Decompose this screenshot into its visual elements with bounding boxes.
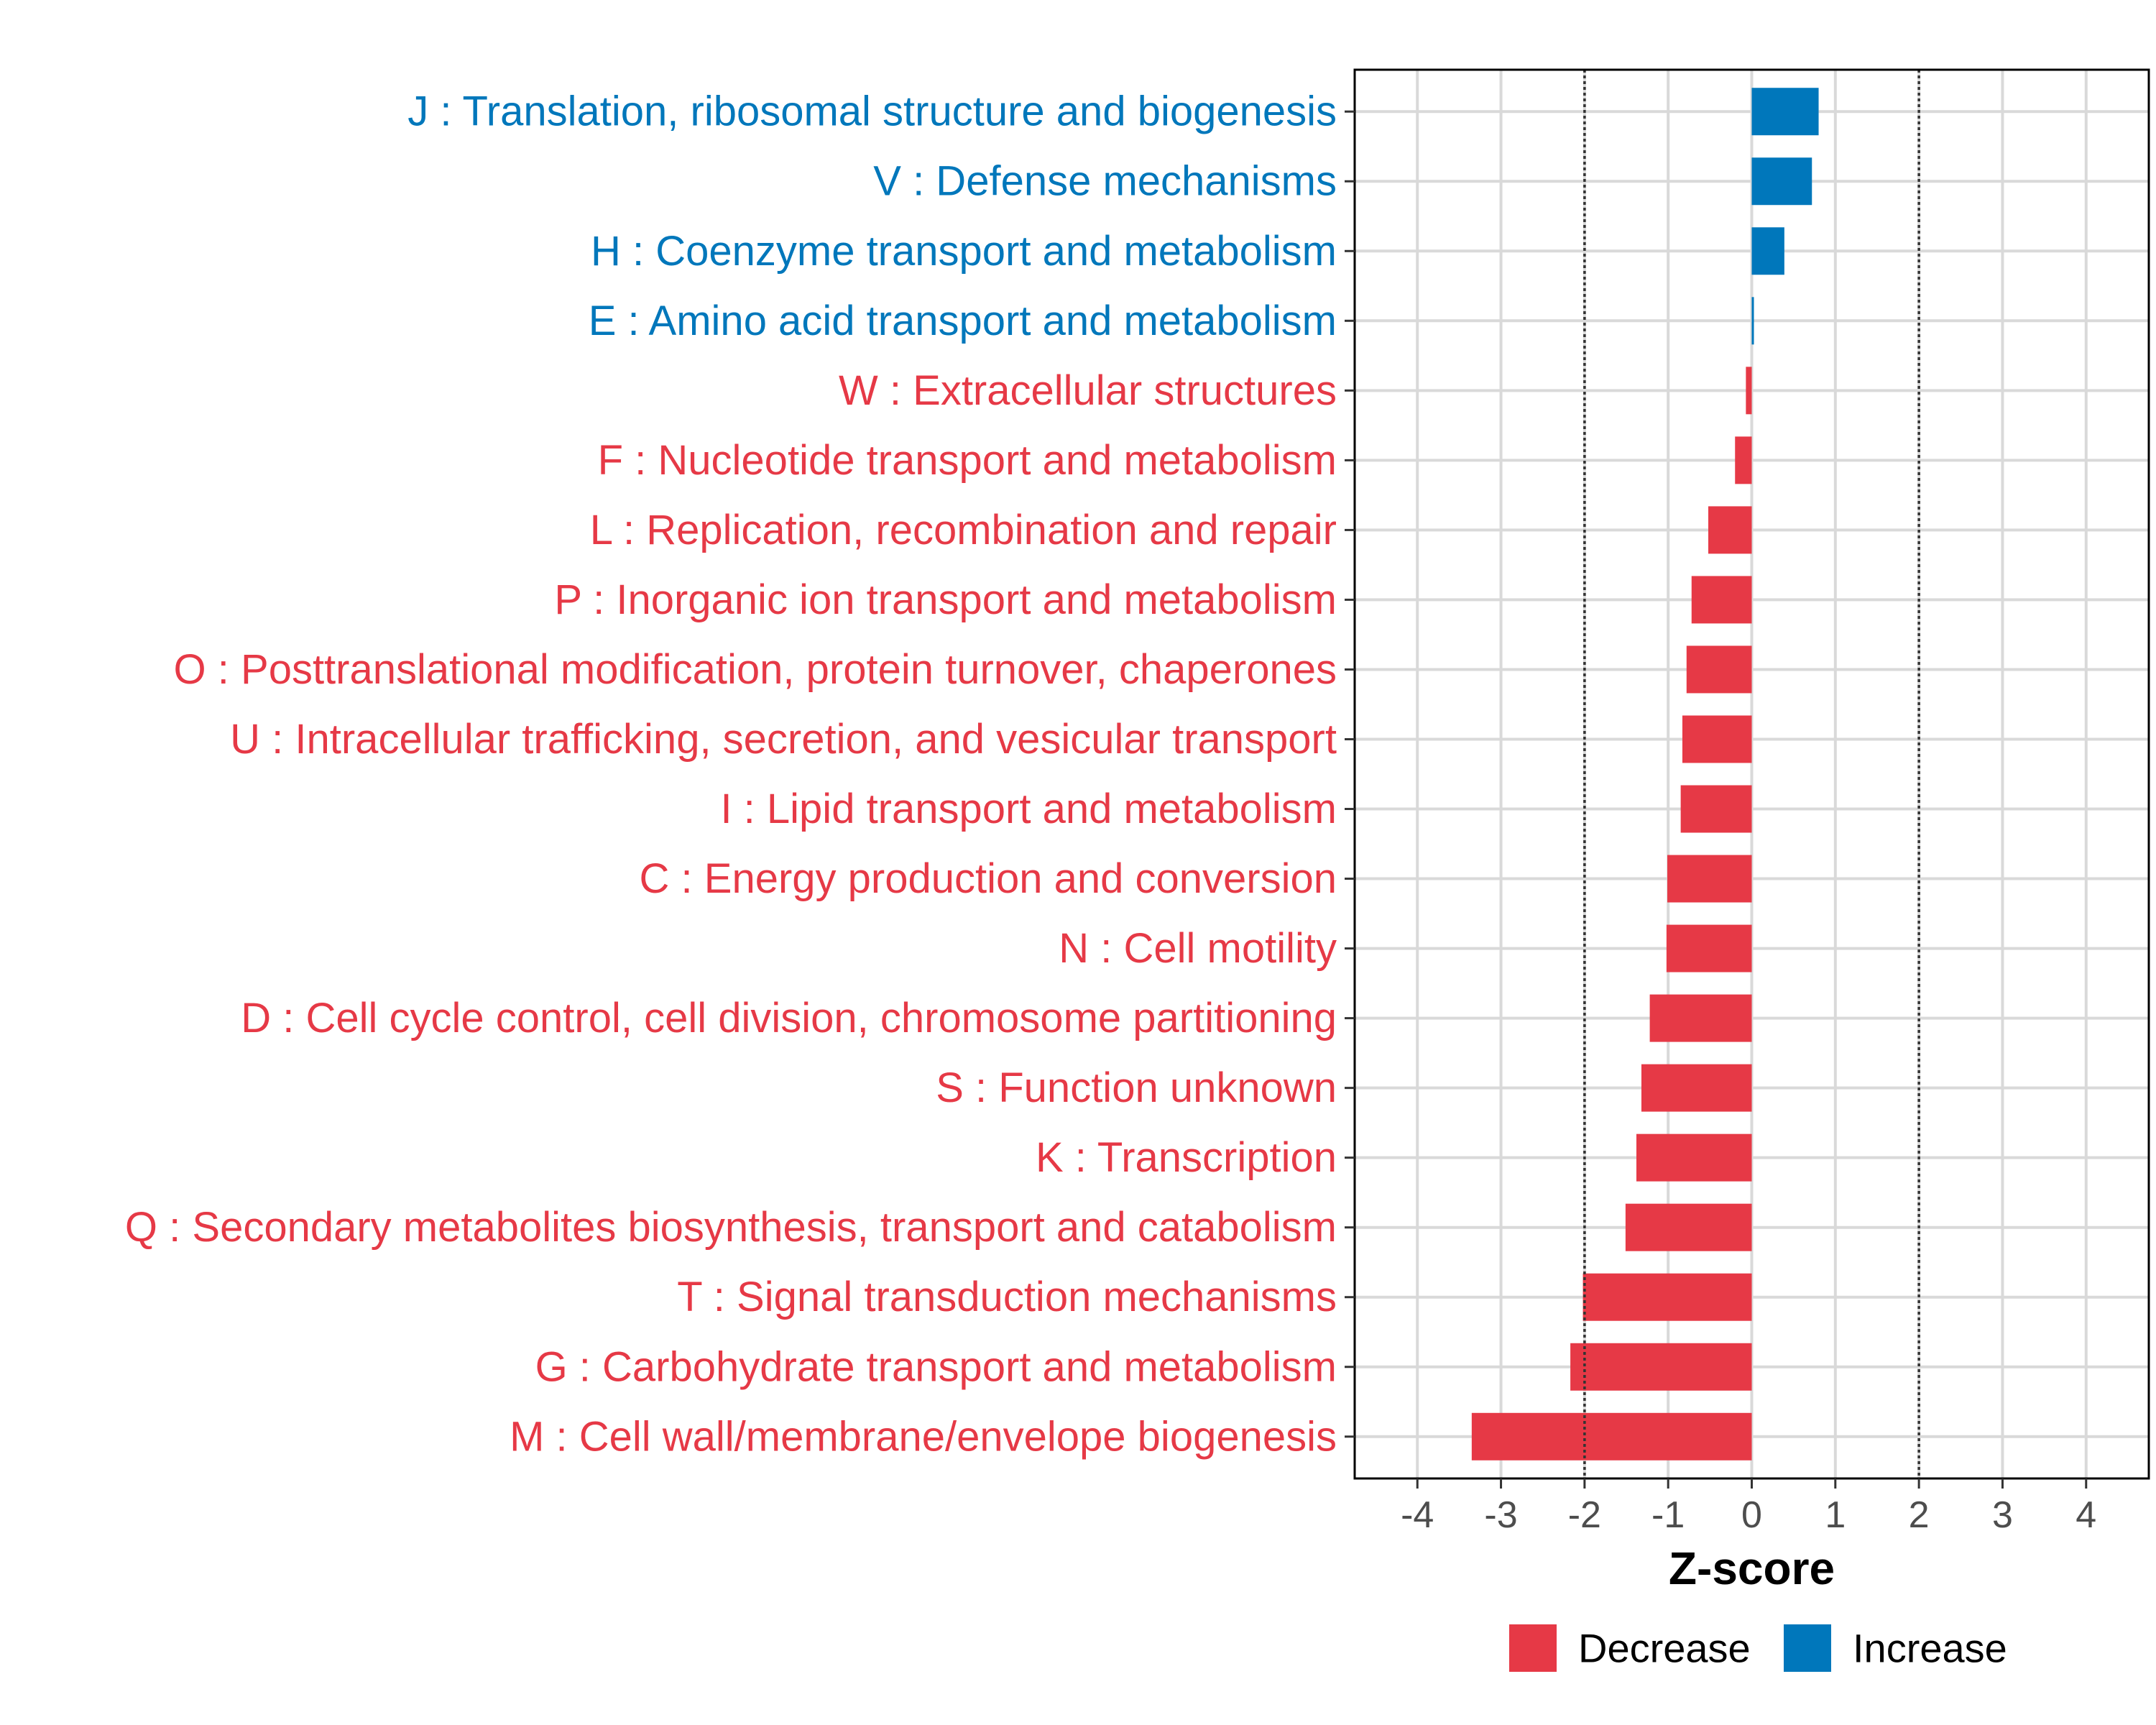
category-label: P : Inorganic ion transport and metaboli… — [554, 576, 1337, 623]
bar — [1682, 715, 1752, 763]
bar — [1625, 1203, 1752, 1251]
bar — [1666, 924, 1752, 972]
category-label: H : Coenzyme transport and metabolism — [591, 228, 1337, 275]
category-label: L : Replication, recombination and repai… — [590, 507, 1337, 553]
threshold-lines — [1583, 70, 1920, 1478]
bars — [1471, 88, 1819, 1460]
category-label: D : Cell cycle control, cell division, c… — [241, 995, 1337, 1041]
bar — [1583, 1273, 1752, 1321]
bar — [1636, 1133, 1752, 1182]
category-label: S : Function unknown — [936, 1064, 1337, 1111]
bar — [1751, 227, 1784, 275]
x-tick-label: 4 — [2076, 1494, 2096, 1536]
category-label: G : Carbohydrate transport and metabolis… — [535, 1343, 1337, 1390]
bar — [1735, 436, 1752, 484]
bar — [1751, 88, 1819, 136]
bar — [1667, 855, 1752, 903]
category-label: F : Nucleotide transport and metabolism — [598, 437, 1337, 484]
legend-swatch — [1784, 1624, 1831, 1672]
bar — [1751, 157, 1812, 206]
bar — [1680, 785, 1752, 833]
category-labels: J : Translation, ribosomal structure and… — [125, 88, 1337, 1460]
category-label: E : Amino acid transport and metabolism — [589, 298, 1337, 344]
legend: Decrease Increase — [1509, 1624, 2007, 1672]
bar — [1708, 506, 1752, 554]
category-label: K : Transcription — [1036, 1134, 1337, 1181]
x-tick-label: -1 — [1651, 1494, 1685, 1536]
category-label: C : Energy production and conversion — [640, 855, 1337, 902]
x-tick-label: 0 — [1741, 1494, 1762, 1536]
x-tick-label: 1 — [1825, 1494, 1846, 1536]
category-label: Q : Secondary metabolites biosynthesis, … — [125, 1204, 1337, 1251]
legend-swatch — [1509, 1624, 1557, 1672]
bar — [1649, 994, 1752, 1042]
legend-label: Increase — [1853, 1626, 2007, 1671]
x-tick-label: -4 — [1401, 1494, 1434, 1536]
bar — [1570, 1343, 1752, 1391]
bar — [1746, 367, 1752, 415]
x-tick-label: 3 — [1992, 1494, 2013, 1536]
bar — [1686, 645, 1752, 694]
bar — [1751, 297, 1754, 345]
category-label: W : Extracellular structures — [839, 367, 1337, 414]
x-axis-title: Z-score — [1669, 1542, 1835, 1594]
y-tick-marks — [1345, 110, 1355, 1438]
x-tick-label: -2 — [1568, 1494, 1601, 1536]
x-axis-ticks: -4 -3 -2 -1 0 1 2 3 4 — [1401, 1478, 2096, 1536]
bar — [1691, 576, 1752, 624]
category-label: N : Cell motility — [1059, 925, 1337, 972]
category-label: M : Cell wall/membrane/envelope biogenes… — [510, 1413, 1337, 1460]
category-label: V : Defense mechanisms — [873, 158, 1337, 205]
legend-label: Decrease — [1578, 1626, 1751, 1671]
category-label: J : Translation, ribosomal structure and… — [407, 88, 1337, 135]
category-label: I : Lipid transport and metabolism — [720, 786, 1337, 832]
x-tick-label: -3 — [1484, 1494, 1517, 1536]
bar — [1641, 1064, 1752, 1112]
category-label: U : Intracellular trafficking, secretion… — [230, 716, 1337, 763]
x-tick-label: 2 — [1909, 1494, 1930, 1536]
category-label: O : Posttranslational modification, prot… — [174, 646, 1337, 693]
bar — [1471, 1412, 1752, 1460]
category-label: T : Signal transduction mechanisms — [677, 1274, 1337, 1320]
